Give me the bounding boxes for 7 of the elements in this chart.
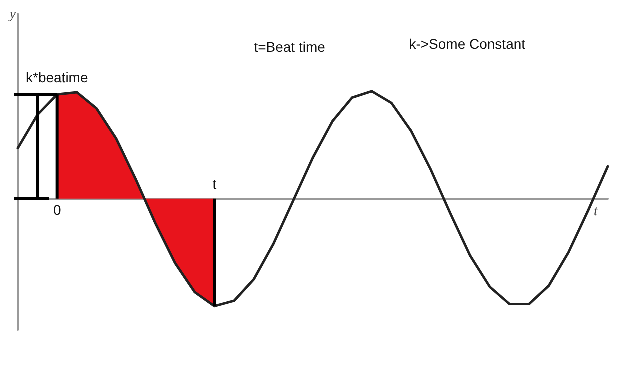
- x-axis-title: t: [594, 204, 599, 220]
- text: k->Some Constant: [409, 36, 526, 52]
- text: k*beatime: [26, 70, 88, 86]
- annotation: t: [212, 176, 217, 192]
- text: t=Beat time: [254, 39, 326, 55]
- y-axis-title: y: [8, 8, 17, 22]
- annotation: 0: [53, 202, 62, 218]
